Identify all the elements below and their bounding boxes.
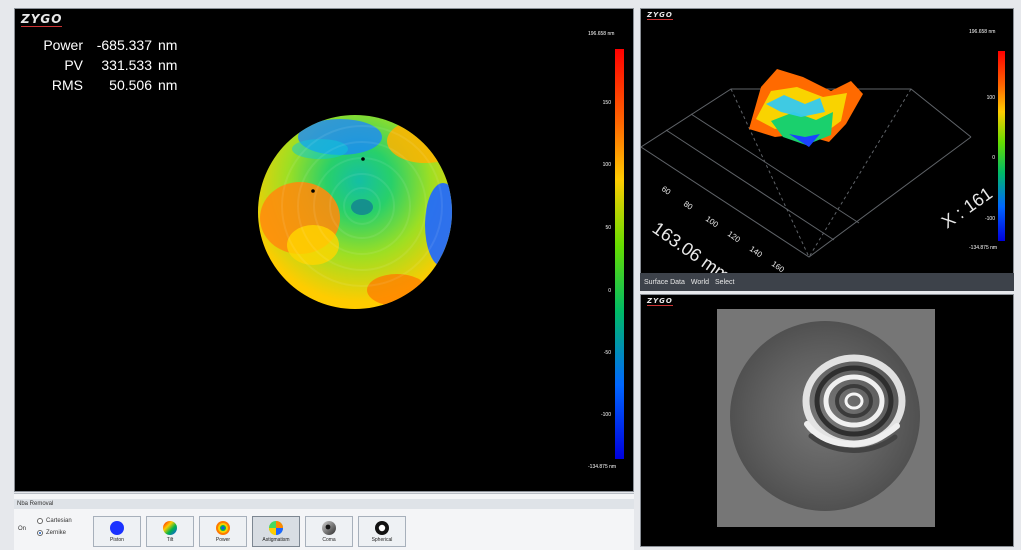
stat-pv-value: 331.533 bbox=[101, 57, 152, 73]
surface-colorbar-max-label: 196.658 nm bbox=[969, 29, 996, 35]
intensity-panel[interactable]: ZYGO bbox=[640, 294, 1014, 547]
world-menu[interactable]: World bbox=[690, 278, 710, 286]
aberration-removal-panel: Nba Removal On Cartesian Zernike Piston … bbox=[14, 493, 634, 550]
cartesian-option[interactable]: Cartesian bbox=[37, 518, 72, 524]
cartesian-radio[interactable] bbox=[37, 518, 43, 524]
main-colorbar-tick: 150 bbox=[602, 100, 611, 106]
zernike-label[interactable]: Zernike bbox=[46, 530, 67, 536]
spherical-label: Spherical bbox=[371, 537, 393, 543]
spherical-button[interactable]: Spherical bbox=[358, 516, 406, 547]
surface-3d-tick: 100 bbox=[704, 214, 721, 229]
coma-icon bbox=[322, 521, 336, 535]
select-menu[interactable]: Select bbox=[715, 278, 735, 286]
surface-toolbar: Surface Data World Select bbox=[640, 273, 1014, 291]
stat-pv-unit: nm bbox=[158, 57, 178, 73]
stat-rms-unit: nm bbox=[158, 77, 178, 93]
coma-label: Coma bbox=[322, 537, 336, 543]
surface-colorbar-min-label: -134.875 nm bbox=[969, 245, 998, 251]
main-surface-map-panel[interactable]: ZYGO Power -685.337 nm PV 331.533 nm RMS… bbox=[14, 8, 634, 492]
tilt-label: Tilt bbox=[166, 537, 174, 543]
surface-3d-plot[interactable]: 163.06 mm X : 161 60 80 100 120 140 160 bbox=[641, 9, 1013, 273]
surface-3d-mesh-shadow bbox=[789, 134, 820, 147]
surface-height-map bbox=[258, 115, 452, 309]
stat-power-label: Power bbox=[43, 37, 83, 53]
surface-3d-tick: 120 bbox=[726, 229, 743, 244]
fringe-pattern bbox=[802, 354, 906, 453]
surface-3d-axes bbox=[641, 88, 972, 258]
piston-icon bbox=[110, 521, 124, 535]
astigmatism-button[interactable]: Astigmatism bbox=[252, 516, 300, 547]
surface-colorbar-tick: 100 bbox=[986, 95, 995, 101]
surface-colorbar bbox=[998, 51, 1005, 241]
surface-3d-tick: 140 bbox=[748, 244, 765, 259]
power-label: Power bbox=[215, 537, 231, 543]
stat-pv-label: PV bbox=[64, 57, 83, 73]
stat-rms: RMS 50.506 nm bbox=[21, 75, 178, 95]
piston-button[interactable]: Piston bbox=[93, 516, 141, 547]
measurement-stats: Power -685.337 nm PV 331.533 nm RMS 50.5… bbox=[21, 35, 177, 95]
zygo-logo: ZYGO bbox=[21, 12, 63, 27]
stat-power-unit: nm bbox=[158, 37, 178, 53]
coma-button[interactable]: Coma bbox=[305, 516, 353, 547]
tilt-icon bbox=[163, 521, 177, 535]
surface-colorbar-tick: 0 bbox=[992, 155, 995, 161]
fiducial-marker bbox=[361, 157, 365, 161]
astigmatism-icon bbox=[269, 521, 283, 535]
main-colorbar-tick: -50 bbox=[603, 350, 611, 356]
stat-pv: PV 331.533 nm bbox=[21, 55, 177, 75]
main-colorbar-tick: 100 bbox=[602, 162, 611, 168]
surface-3d-y-axis-label: 163.06 mm bbox=[649, 218, 734, 273]
surface-colorbar-tick: -100 bbox=[984, 216, 995, 222]
stat-rms-value: 50.506 bbox=[109, 77, 152, 93]
fiducial-marker bbox=[311, 189, 315, 193]
main-colorbar-tick: 50 bbox=[605, 225, 611, 231]
removal-panel-title: Nba Removal bbox=[14, 499, 634, 509]
intensity-disk bbox=[730, 321, 920, 511]
surface-3d-mesh-edge bbox=[766, 95, 825, 117]
surface-3d-tick-labels: 60 80 100 120 140 160 bbox=[660, 184, 787, 273]
zygo-logo: ZYGO bbox=[647, 297, 673, 306]
zygo-logo: ZYGO bbox=[647, 11, 673, 20]
main-colorbar-tick: 0 bbox=[608, 288, 611, 294]
main-colorbar bbox=[615, 49, 624, 459]
tilt-button[interactable]: Tilt bbox=[146, 516, 194, 547]
surface-map-graphic[interactable] bbox=[15, 9, 633, 491]
zernike-radio[interactable] bbox=[37, 530, 43, 536]
astigmatism-label: Astigmatism bbox=[262, 537, 290, 543]
surface-3d-panel[interactable]: ZYGO 163.06 mm X : 161 60 80 100 120 140… bbox=[640, 8, 1014, 274]
surface-3d-tick: 160 bbox=[770, 259, 787, 273]
surface-3d-x-axis-label: X : 161 bbox=[938, 183, 996, 232]
cartesian-label[interactable]: Cartesian bbox=[46, 518, 72, 524]
power-icon bbox=[216, 521, 230, 535]
main-colorbar-max-label: 196.658 nm bbox=[588, 31, 615, 37]
stat-power: Power -685.337 nm bbox=[21, 35, 177, 55]
main-colorbar-tick: -100 bbox=[600, 412, 611, 418]
intensity-image[interactable] bbox=[641, 295, 1013, 546]
surface-data-menu[interactable]: Surface Data bbox=[644, 278, 685, 286]
zernike-option[interactable]: Zernike bbox=[37, 530, 66, 536]
surface-3d-tick: 80 bbox=[682, 199, 695, 212]
power-button[interactable]: Power bbox=[199, 516, 247, 547]
stat-rms-label: RMS bbox=[51, 77, 83, 93]
main-colorbar-min-label: -134.875 nm bbox=[588, 464, 617, 470]
stat-power-value: -685.337 bbox=[96, 37, 152, 53]
removal-on-label: On bbox=[18, 526, 27, 532]
surface-3d-tick: 60 bbox=[660, 184, 673, 197]
piston-label: Piston bbox=[110, 537, 124, 543]
spherical-icon bbox=[375, 521, 389, 535]
